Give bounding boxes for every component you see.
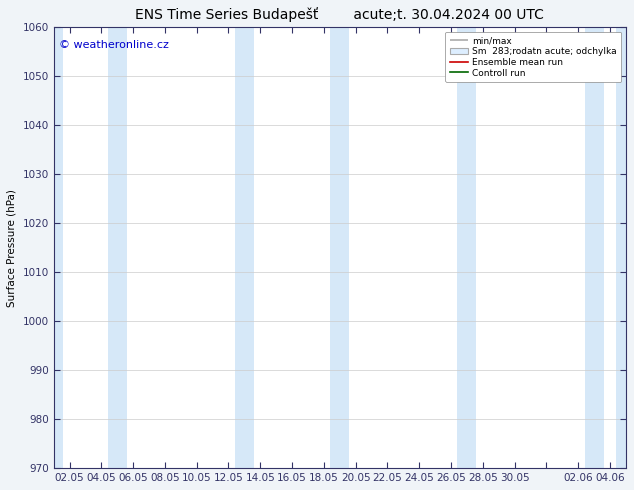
Bar xyxy=(54,27,63,468)
Bar xyxy=(467,27,477,468)
Title: ENS Time Series Budapešť        acute;t. 30.04.2024 00 UTC: ENS Time Series Budapešť acute;t. 30.04.… xyxy=(135,7,544,22)
Bar xyxy=(108,27,117,468)
Bar xyxy=(585,27,594,468)
Legend: min/max, Sm  283;rodatn acute; odchylka, Ensemble mean run, Controll run: min/max, Sm 283;rodatn acute; odchylka, … xyxy=(445,32,621,82)
Bar xyxy=(594,27,604,468)
Y-axis label: Surface Pressure (hPa): Surface Pressure (hPa) xyxy=(7,189,17,307)
Bar xyxy=(330,27,340,468)
Bar xyxy=(616,27,626,468)
Bar xyxy=(457,27,467,468)
Bar xyxy=(340,27,349,468)
Text: © weatheronline.cz: © weatheronline.cz xyxy=(60,40,169,50)
Bar xyxy=(244,27,254,468)
Bar xyxy=(117,27,127,468)
Bar xyxy=(235,27,244,468)
